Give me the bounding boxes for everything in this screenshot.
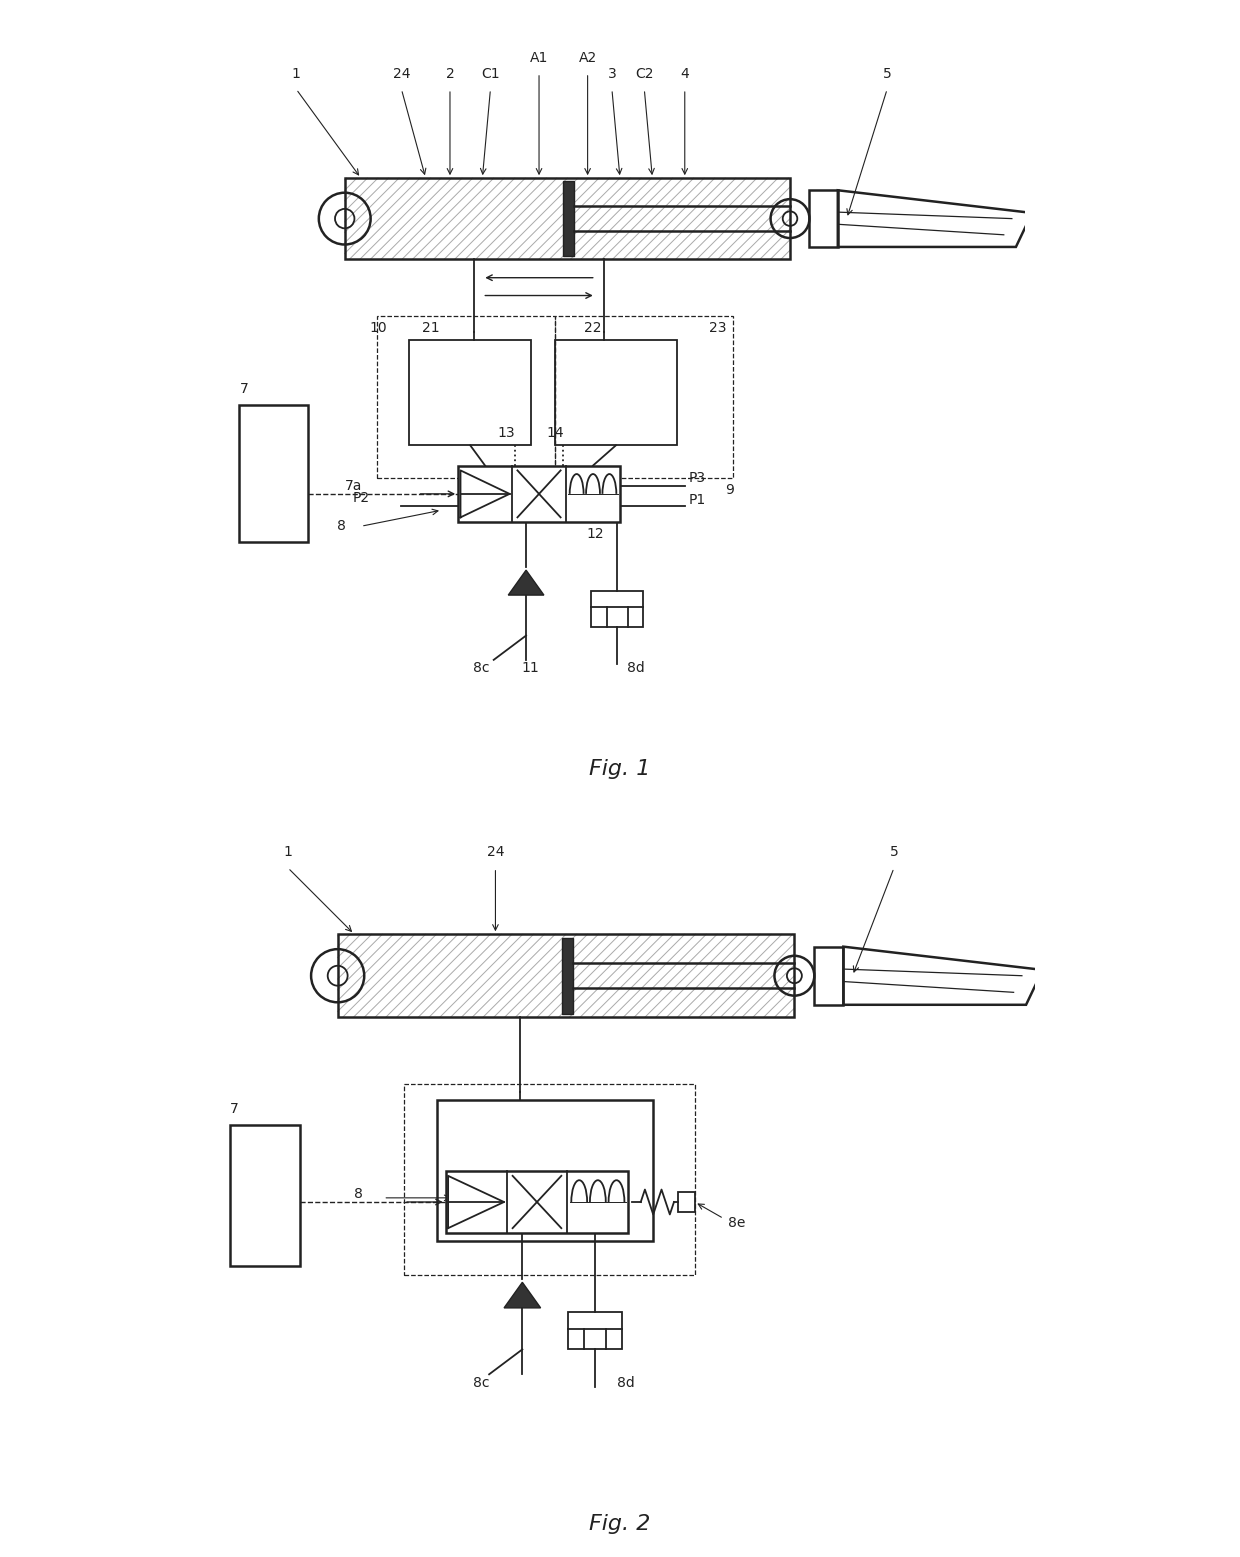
Text: 4: 4 [681,67,689,81]
Bar [409,339,531,445]
Text: 3: 3 [608,67,616,81]
Text: 24: 24 [486,845,505,859]
Text: 8: 8 [336,520,346,534]
Text: 5: 5 [889,845,899,859]
Text: 21: 21 [422,321,439,335]
Text: 7a: 7a [345,480,362,494]
Text: 7: 7 [229,1102,238,1116]
Text: A2: A2 [579,51,596,65]
Bar [563,181,574,255]
Text: P2: P2 [353,490,370,504]
Text: 10: 10 [370,321,387,335]
Bar [229,1126,300,1266]
Text: 11: 11 [521,662,539,676]
Text: 2: 2 [445,67,454,81]
Polygon shape [508,570,544,595]
Text: A1: A1 [529,51,548,65]
Bar [556,316,733,478]
Text: 8c: 8c [474,662,490,676]
Text: P1: P1 [688,492,706,506]
Text: 8: 8 [355,1186,363,1200]
Bar [404,1084,694,1275]
Text: P3: P3 [688,470,706,484]
Polygon shape [505,1283,541,1308]
Text: 8e: 8e [728,1216,745,1230]
Text: Fig. 1: Fig. 1 [589,760,651,778]
Text: 7: 7 [239,381,248,395]
Bar [678,1193,694,1211]
Bar [458,466,620,522]
Bar [337,934,795,1017]
Text: 24: 24 [393,67,410,81]
Text: 1: 1 [291,67,300,81]
Text: 8d: 8d [626,662,645,676]
Bar [590,592,644,627]
Text: 9: 9 [725,483,734,497]
Bar [562,937,573,1014]
Bar [239,405,309,542]
Bar [345,177,790,258]
Text: C1: C1 [481,67,500,81]
Bar [438,1101,653,1241]
Bar [568,1313,622,1350]
Polygon shape [838,190,1032,248]
Bar [377,316,556,478]
Text: 5: 5 [883,67,892,81]
Text: C2: C2 [635,67,653,81]
Bar [445,1171,629,1233]
Polygon shape [843,947,1043,1004]
Text: 22: 22 [584,321,601,335]
Text: 14: 14 [547,427,564,441]
Bar [810,190,838,248]
Text: Fig. 2: Fig. 2 [589,1513,651,1534]
Text: 1: 1 [284,845,293,859]
Bar [556,339,677,445]
Text: 12: 12 [587,528,604,542]
Text: 13: 13 [497,427,516,441]
Text: 8d: 8d [618,1376,635,1390]
Bar [815,947,843,1004]
Text: 23: 23 [709,321,727,335]
Text: 8c: 8c [472,1376,489,1390]
